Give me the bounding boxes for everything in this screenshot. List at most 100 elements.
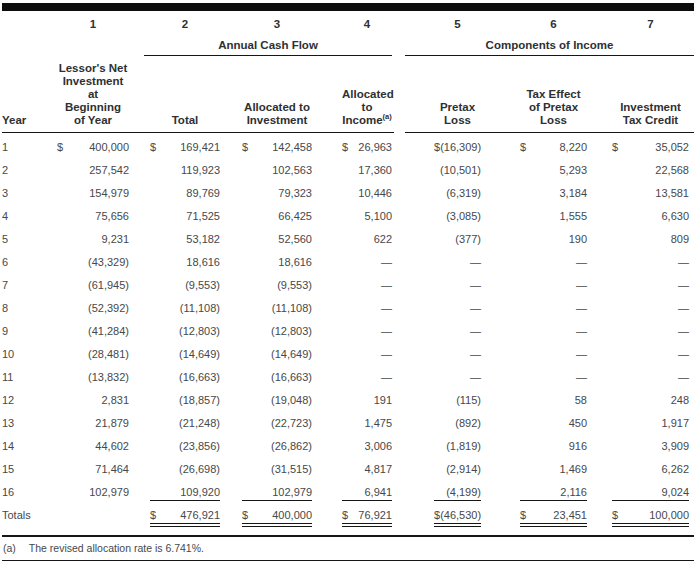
allocated-to-income-cell: $76,921	[316, 509, 394, 520]
pretax-loss-cell: —	[424, 371, 488, 383]
table-row: 2 257,542 119,923 102,563 17,360 (10,501…	[2, 158, 694, 181]
total-cash-flow-cell: (14,649)	[134, 348, 224, 360]
total-cash-flow-cell: 18,616	[134, 256, 224, 268]
allocated-to-investment-cell: (14,649)	[224, 348, 316, 360]
investment-tax-credit-cell: $100,000	[592, 509, 694, 520]
dollar-sign: $	[57, 141, 63, 153]
year-cell: 12	[2, 394, 42, 406]
table-row: 14 44,602 (23,856) (26,862) 3,006 (1,819…	[2, 434, 694, 457]
pretax-loss-cell: —	[424, 256, 488, 268]
total-cash-flow-cell: (12,803)	[134, 325, 224, 337]
tax-effect-cell: 5,293	[488, 164, 592, 176]
header-bottom-rule	[2, 132, 694, 133]
allocated-to-income-cell: —	[316, 302, 394, 314]
net-investment-cell: $400,000	[42, 141, 134, 153]
pretax-loss-cell: (2,914)	[424, 463, 488, 475]
group-header-row: Annual Cash Flow Components of Income	[2, 39, 694, 56]
allocated-to-income-column-header: Allocated to Income(a)	[316, 88, 394, 127]
allocated-to-investment-cell: (16,663)	[224, 371, 316, 383]
pretax-loss-cell: (3,085)	[424, 210, 488, 222]
dollar-sign: $	[150, 141, 156, 153]
investment-tax-credit-cell: 6,630	[592, 210, 694, 222]
allocated-to-investment-cell: (9,553)	[224, 279, 316, 291]
footnote: (a) The revised allocation rate is 6.741…	[2, 537, 694, 560]
allocated-to-investment-cell: $142,458	[224, 141, 316, 153]
total-cash-flow-cell: 71,525	[134, 210, 224, 222]
net-investment-cell: 2,831	[42, 394, 134, 406]
dollar-sign: $	[342, 141, 348, 153]
table-row: 15 71,464 (26,698) (31,515) 4,817 (2,914…	[2, 457, 694, 480]
allocated-to-income-cell: 10,446	[316, 187, 394, 199]
pretax-loss-cell: $(16,309)	[424, 141, 488, 153]
net-investment-cell: (52,392)	[42, 302, 134, 314]
year-cell: 6	[2, 256, 42, 268]
allocated-to-income-cell: —	[316, 371, 394, 383]
table-row: 8 (52,392) (11,108) (11,108) — — — —	[2, 296, 694, 319]
net-investment-cell: 154,979	[42, 187, 134, 199]
pretax-loss-cell: (1,819)	[424, 440, 488, 452]
pretax-loss-cell: $(46,530)	[424, 509, 488, 520]
group-header-components-of-income: Components of Income	[405, 39, 694, 56]
total-cash-flow-cell: 89,769	[134, 187, 224, 199]
investment-tax-credit-cell: 6,262	[592, 463, 694, 475]
tax-effect-cell: —	[488, 256, 592, 268]
column-number-row: 1 2 3 4 5 6 7	[2, 18, 694, 30]
total-cash-flow-cell: (26,698)	[134, 463, 224, 475]
investment-tax-credit-cell: 22,568	[592, 164, 694, 176]
allocated-to-income-cell: 4,817	[316, 463, 394, 475]
year-column-header: Year	[2, 114, 42, 127]
dollar-sign: $	[150, 509, 156, 521]
tax-effect-cell: —	[488, 302, 592, 314]
allocated-to-income-cell: —	[316, 348, 394, 360]
total-cash-flow-cell: (23,856)	[134, 440, 224, 452]
column-number-5: 5	[424, 18, 488, 30]
total-cash-flow-cell: (16,663)	[134, 371, 224, 383]
allocated-to-investment-cell: 18,616	[224, 256, 316, 268]
pretax-loss-cell: (377)	[424, 233, 488, 245]
allocated-to-income-cell: 3,006	[316, 440, 394, 452]
net-investment-column-header: Lessor's Net Investment at Beginning of …	[42, 62, 134, 127]
table-row: 6 (43,329) 18,616 18,616 — — — —	[2, 250, 694, 273]
column-number-6: 6	[488, 18, 592, 30]
allocated-to-income-cell: $26,963	[316, 141, 394, 153]
allocated-to-income-cell: 6,941	[316, 486, 394, 497]
year-cell: 8	[2, 302, 42, 314]
pretax-loss-cell: (6,319)	[424, 187, 488, 199]
net-investment-cell: 75,656	[42, 210, 134, 222]
net-investment-cell: 257,542	[42, 164, 134, 176]
allocated-to-investment-cell: 102,979	[224, 486, 316, 497]
tax-effect-cell: 190	[488, 233, 592, 245]
tax-effect-cell: —	[488, 348, 592, 360]
investment-tax-credit-cell: —	[592, 325, 694, 337]
allocated-to-investment-cell: 52,560	[224, 233, 316, 245]
tax-effect-cell: 58	[488, 394, 592, 406]
pretax-loss-cell: (4,199)	[424, 486, 488, 497]
allocated-to-investment-column-header: Allocated to Investment	[224, 101, 316, 127]
total-cash-flow-cell: (11,108)	[134, 302, 224, 314]
allocated-to-investment-cell: $400,000	[224, 509, 316, 520]
total-cash-flow-cell: $476,921	[134, 509, 224, 520]
column-number-1: 1	[42, 18, 134, 30]
pretax-loss-cell: —	[424, 279, 488, 291]
allocated-to-income-cell: 622	[316, 233, 394, 245]
year-cell: 4	[2, 210, 42, 222]
net-investment-cell: (61,945)	[42, 279, 134, 291]
table-row: 12 2,831 (18,857) (19,048) 191 (115) 58 …	[2, 388, 694, 411]
total-cash-flow-cell: (9,553)	[134, 279, 224, 291]
footnote-reference-superscript: (a)	[383, 112, 392, 121]
column-number-7: 7	[592, 18, 694, 30]
dollar-sign: $	[342, 509, 348, 521]
tax-effect-cell: 450	[488, 417, 592, 429]
year-cell: 15	[2, 463, 42, 475]
dollar-sign: $	[520, 509, 526, 521]
table-row: 10 (28,481) (14,649) (14,649) — — — —	[2, 342, 694, 365]
table-row: 1 $400,000 $169,421 $142,458 $26,963 $(1…	[2, 135, 694, 158]
investment-tax-credit-cell: —	[592, 279, 694, 291]
dollar-sign: $	[242, 509, 248, 521]
allocated-to-income-cell: —	[316, 325, 394, 337]
year-cell: 16	[2, 486, 42, 498]
allocated-to-income-cell: —	[316, 256, 394, 268]
year-cell: 5	[2, 233, 42, 245]
investment-tax-credit-cell: 13,581	[592, 187, 694, 199]
dollar-sign: $	[520, 141, 526, 153]
